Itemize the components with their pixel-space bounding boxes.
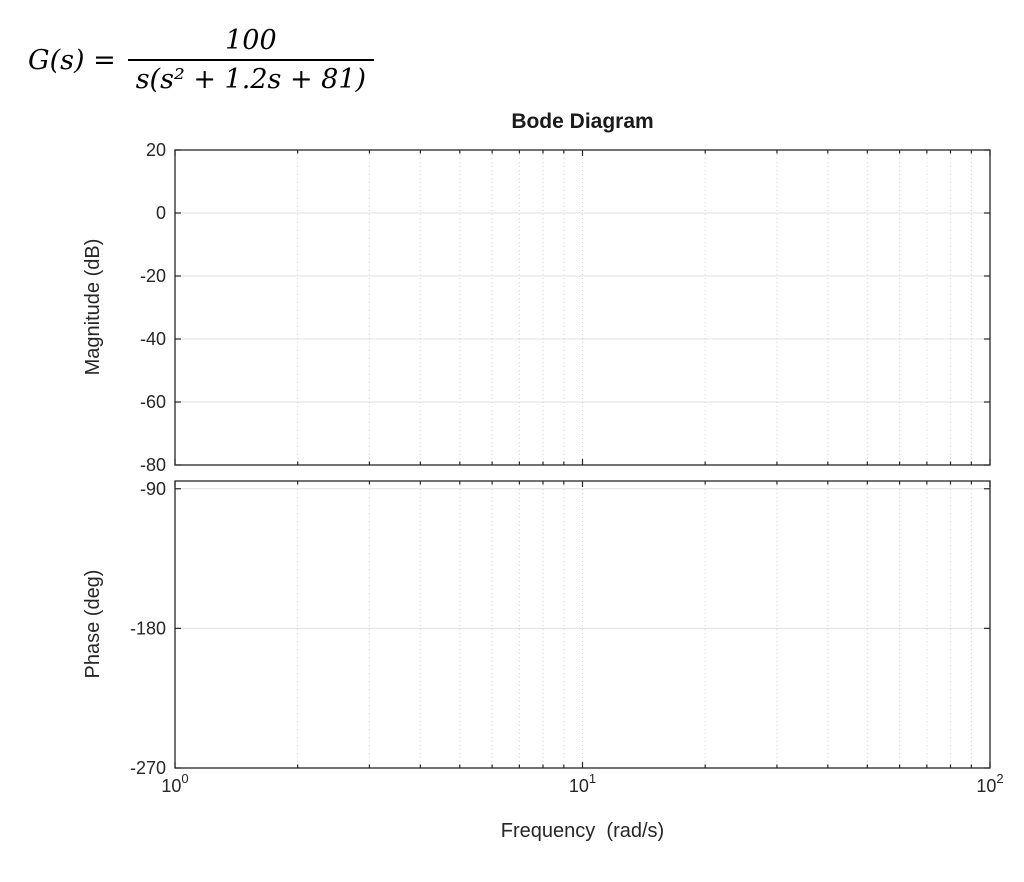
frequency-axis-label: Frequency (rad/s) — [500, 820, 665, 842]
plot-background — [175, 150, 990, 465]
y-tick-label: -80 — [140, 455, 166, 475]
y-tick-label: -270 — [130, 758, 166, 778]
phase-subplot: -90 -180 -270 — [130, 479, 991, 778]
formula-lhs: G(s) = — [28, 44, 116, 76]
magnitude-subplot: 20 0 -20 -40 -60 -80 — [140, 140, 991, 475]
formula-numerator: 100 — [225, 25, 277, 56]
chart-title: Bode Diagram — [511, 110, 654, 133]
transfer-function-formula: G(s) = 100 s(s² + 1.2s + 81) — [28, 25, 375, 95]
y-tick-label: -180 — [130, 618, 166, 638]
x-tick-label: 102 — [976, 771, 1003, 796]
x-tick-label: 100 — [161, 771, 188, 796]
y-tick-label: -40 — [140, 329, 166, 349]
formula-fraction: 100 s(s² + 1.2s + 81) — [127, 25, 375, 95]
y-tick-label: 0 — [156, 203, 166, 223]
y-tick-label: -90 — [140, 479, 166, 499]
plot-background — [175, 481, 990, 768]
y-tick-label: 20 — [146, 140, 166, 160]
y-tick-label: -60 — [140, 392, 166, 412]
x-tick-label: 101 — [569, 771, 596, 796]
y-tick-label: -20 — [140, 266, 166, 286]
formula-denominator: s(s² + 1.2s + 81) — [127, 58, 375, 95]
